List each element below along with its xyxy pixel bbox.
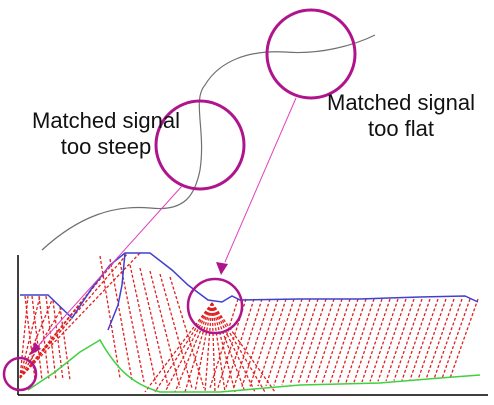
highlight-circle-source: [2, 356, 38, 392]
wavefront-ray: [321, 298, 351, 384]
wavefront-ray: [449, 298, 479, 379]
wavefront-ray: [38, 295, 50, 381]
wavefront-ray: [99, 255, 121, 379]
wavefront-ray: [241, 298, 271, 387]
pointer-line-steep: [37, 185, 183, 347]
wavefront-ray: [211, 302, 256, 393]
wavefront-ray: [31, 295, 43, 381]
wavefront-ray: [353, 298, 383, 383]
top-surface: [20, 252, 479, 320]
annotation-flat-line1: Matched signal: [327, 90, 475, 115]
wavefront-ray: [281, 298, 311, 386]
wavefront-ray: [19, 252, 141, 379]
wavefront-ray: [174, 302, 213, 393]
annotation-steep-line1: Matched signal: [32, 108, 180, 133]
annotation-steep-line2: too steep: [60, 134, 152, 159]
wavefront-ray: [361, 298, 391, 383]
wavefront-ray: [337, 298, 367, 384]
wavefront-ray: [19, 295, 29, 379]
highlight-circle-diffraction: [186, 277, 244, 335]
wavefront-ray: [19, 256, 119, 379]
wavefront-ray: [377, 298, 407, 382]
annotation-steep: Matched signal too steep: [14, 108, 198, 160]
wavefront-ray: [225, 298, 255, 388]
wavefront-ray: [249, 298, 279, 387]
wavefront-ray: [433, 298, 463, 380]
annotation-flat-line2: too flat: [367, 116, 435, 141]
wavefront-ray: [409, 298, 439, 381]
wavefront-ray: [164, 302, 213, 393]
pointer-arrowhead-flat: [216, 262, 228, 275]
wavefront-ray: [329, 298, 359, 384]
wavefront-ray: [417, 298, 447, 380]
wavefront-ray: [209, 298, 239, 389]
wavefront-ray: [257, 298, 287, 387]
wavefront-ray: [149, 270, 181, 389]
wavefront-ray: [393, 298, 423, 381]
wavefront-ray: [154, 302, 213, 393]
wavefront-ray: [313, 298, 343, 385]
wavefront-ray: [144, 302, 213, 393]
wavefront-ray: [211, 302, 216, 393]
pointer-arrowhead-steep: [30, 342, 41, 355]
wavefront-rays: [19, 252, 479, 393]
wavefront-ray: [211, 302, 246, 393]
wavefront-ray: [119, 261, 145, 383]
wavefront-ray: [233, 298, 263, 388]
fault-edge: [107, 252, 126, 331]
highlight-circle-flat: [265, 8, 357, 100]
wavefront-ray: [184, 302, 213, 393]
wavefront-ray: [273, 298, 303, 386]
wavefront-ray: [297, 298, 327, 385]
wavefront-ray: [194, 302, 213, 393]
wavefront-ray: [204, 302, 213, 393]
wavefront-ray: [441, 298, 471, 379]
wavefront-ray: [169, 276, 205, 389]
wavefront-ray: [369, 298, 399, 382]
signal-curve: [41, 34, 376, 251]
wavefront-ray: [45, 295, 57, 381]
wavefront-ray: [385, 298, 415, 382]
wavefront-ray: [305, 298, 335, 385]
wavefront-ray: [401, 298, 431, 381]
wavefront-ray: [129, 264, 157, 385]
wavefront-ray: [289, 298, 319, 386]
wavefront-ray: [345, 298, 375, 383]
wavefront-ray: [425, 298, 455, 380]
wavefront-ray: [211, 302, 276, 393]
wavefront-ray: [109, 258, 133, 381]
highlight-circle-steep: [154, 99, 246, 191]
bottom-surface: [27, 338, 481, 393]
pointer-line-flat: [224, 97, 297, 263]
wavefront-ray: [19, 299, 53, 379]
wavefront-ray: [19, 301, 83, 379]
wavefront-ray: [139, 267, 169, 387]
wavefront-ray: [265, 298, 295, 386]
wavefront-ray: [211, 302, 236, 393]
annotation-flat: Matched signal too flat: [326, 90, 476, 142]
